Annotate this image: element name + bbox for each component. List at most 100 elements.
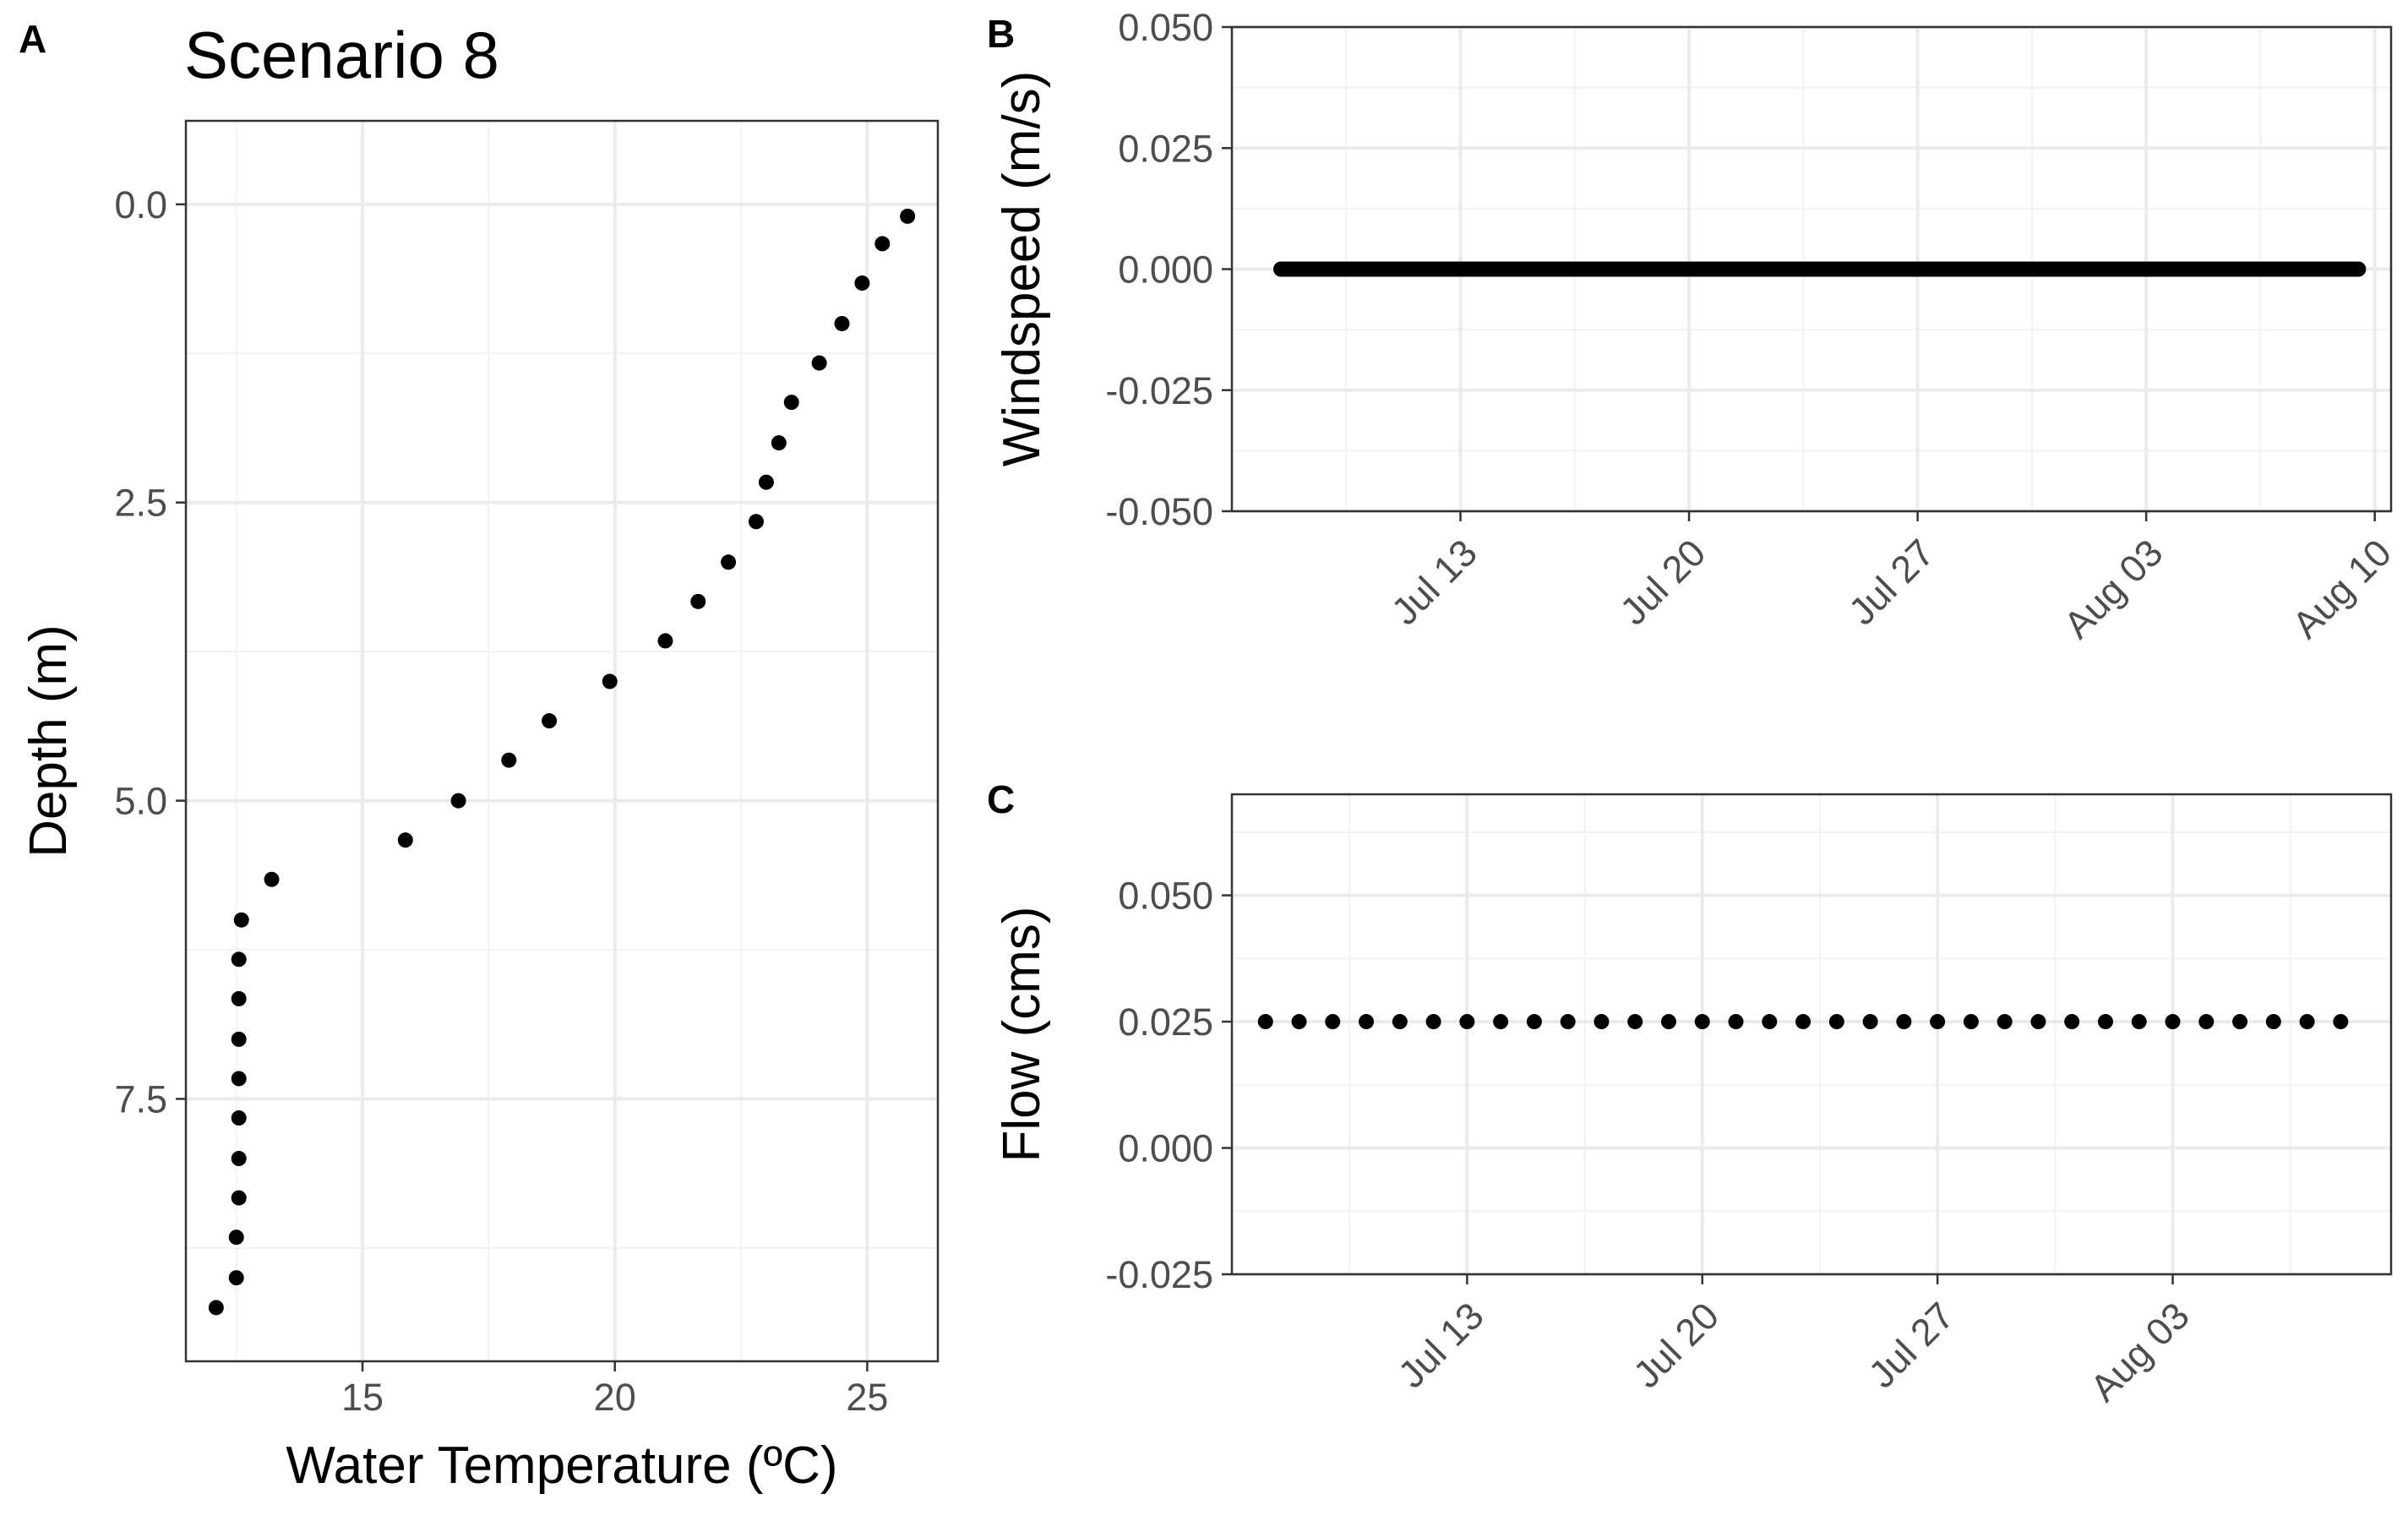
x-tick-label-a: 15: [341, 1376, 384, 1419]
data-point-a: [811, 355, 827, 371]
chart-title-a: Scenario 8: [184, 18, 499, 92]
x-axis-title-a: Water Temperature (ºC): [286, 1436, 837, 1495]
panel-letter-b: B: [987, 12, 1015, 56]
data-point-c: [1728, 1014, 1744, 1030]
data-point-a: [874, 236, 891, 252]
y-tick-label-a: 0.0: [114, 183, 167, 226]
marks-a: [208, 208, 916, 1316]
panel-border-a: [184, 119, 940, 1363]
data-point-c: [1896, 1014, 1912, 1030]
panel-c: C Jul 13 Jul 20 Jul 27 Aug 03 -0.025 0.000 0.0…: [987, 777, 2393, 1410]
data-point-a: [208, 1300, 224, 1316]
data-point-c: [2064, 1014, 2080, 1030]
marks-b: [1272, 261, 2367, 277]
data-point-c: [1694, 1014, 1710, 1030]
y-tick-label-b: -0.050: [1105, 490, 1213, 533]
data-point-a: [231, 1110, 247, 1126]
y-tick-label-c: 0.050: [1118, 875, 1213, 918]
y-tick-label-b: -0.025: [1105, 369, 1213, 412]
data-point-c: [1762, 1014, 1778, 1030]
y-axis-title-b: Windspeed (m/s): [993, 71, 1051, 467]
data-point-c: [2232, 1014, 2248, 1030]
grid-a: [186, 121, 938, 1361]
data-point-a: [854, 275, 870, 291]
data-point-c: [2131, 1014, 2147, 1030]
data-point-b: [2351, 261, 2367, 277]
y-tick-label-c: 0.000: [1118, 1127, 1213, 1170]
data-point-c: [2030, 1014, 2046, 1030]
data-point-c: [1963, 1014, 1979, 1030]
data-point-a: [602, 673, 618, 690]
data-point-c: [1325, 1014, 1341, 1030]
data-point-c: [1862, 1014, 1878, 1030]
data-point-a: [657, 633, 673, 649]
data-point-c: [2333, 1014, 2349, 1030]
x-tick-label-b: Aug 03: [2056, 531, 2171, 646]
data-point-c: [2097, 1014, 2113, 1030]
y-axis-title-a: Depth (m): [19, 624, 78, 858]
panel-b: B Jul 13 Jul 20 Jul 27 Aug 03 Aug 10 -0.050 -0…: [987, 6, 2400, 646]
data-point-c: [1594, 1014, 1610, 1030]
data-point-c: [1795, 1014, 1811, 1030]
y-axis-title-c: Flow (cms): [993, 906, 1051, 1162]
x-tick-label-b: Jul 20: [1611, 531, 1713, 633]
data-point-a: [231, 1031, 247, 1047]
ticks-a: 15 20 25 0.0 2.5 5.0 7.5: [114, 183, 888, 1419]
panel-border-c: [1230, 793, 2393, 1276]
y-tick-label-c: -0.025: [1105, 1253, 1213, 1296]
x-tick-label-c: Jul 20: [1625, 1294, 1727, 1396]
data-point-c: [1459, 1014, 1475, 1030]
ticks-c: Jul 13 Jul 20 Jul 27 Aug 03 -0.025 0.000 0.025…: [1105, 875, 2197, 1410]
data-point-a: [748, 514, 764, 530]
data-point-a: [231, 990, 247, 1006]
y-tick-label-a: 5.0: [114, 780, 167, 823]
data-point-c: [1828, 1014, 1844, 1030]
data-point-a: [233, 912, 249, 928]
panel-letter-a: A: [19, 17, 46, 61]
data-point-a: [450, 793, 466, 809]
data-point-c: [1493, 1014, 1509, 1030]
data-point-c: [1997, 1014, 2013, 1030]
panel-letter-c: C: [987, 777, 1015, 821]
x-tick-label-b: Jul 27: [1840, 531, 1942, 633]
y-tick-label-a: 7.5: [114, 1077, 167, 1120]
data-point-a: [542, 713, 558, 729]
data-point-a: [264, 871, 280, 887]
data-point-a: [231, 951, 247, 968]
data-point-c: [2165, 1014, 2181, 1030]
x-tick-label-a: 25: [846, 1376, 888, 1419]
data-point-c: [1257, 1014, 1273, 1030]
data-point-a: [397, 832, 413, 848]
data-point-c: [2198, 1014, 2215, 1030]
x-tick-label-b: Jul 13: [1383, 531, 1485, 633]
data-point-a: [900, 208, 916, 224]
data-point-a: [231, 1071, 247, 1087]
data-point-a: [758, 474, 774, 490]
marks-c: [1257, 1014, 2349, 1030]
data-point-a: [690, 593, 706, 609]
data-point-c: [1930, 1014, 1946, 1030]
data-point-c: [1359, 1014, 1375, 1030]
x-tick-label-c: Aug 03: [2082, 1294, 2198, 1409]
data-point-a: [834, 315, 850, 331]
y-tick-label-c: 0.025: [1118, 1000, 1213, 1044]
y-tick-label-b: 0.050: [1118, 6, 1213, 49]
y-tick-label-a: 2.5: [114, 482, 167, 525]
data-point-c: [1526, 1014, 1542, 1030]
x-tick-label-c: Jul 13: [1390, 1294, 1492, 1396]
x-tick-label-c: Jul 27: [1860, 1294, 1962, 1396]
data-point-a: [228, 1270, 244, 1286]
x-tick-label-b: Aug 10: [2284, 531, 2400, 646]
data-point-c: [1425, 1014, 1441, 1030]
data-point-a: [231, 1151, 247, 1167]
data-point-c: [1560, 1014, 1576, 1030]
x-tick-label-a: 20: [594, 1376, 636, 1419]
y-tick-label-b: 0.000: [1118, 248, 1213, 292]
grid-c: [1232, 794, 2391, 1276]
data-point-c: [1627, 1014, 1643, 1030]
data-point-a: [501, 752, 517, 768]
data-point-c: [1392, 1014, 1408, 1030]
data-point-a: [721, 554, 737, 570]
panel-a: A Scenario 8 15 20 25 0.0 2.5 5.0 7.5 Water Te…: [19, 17, 940, 1495]
